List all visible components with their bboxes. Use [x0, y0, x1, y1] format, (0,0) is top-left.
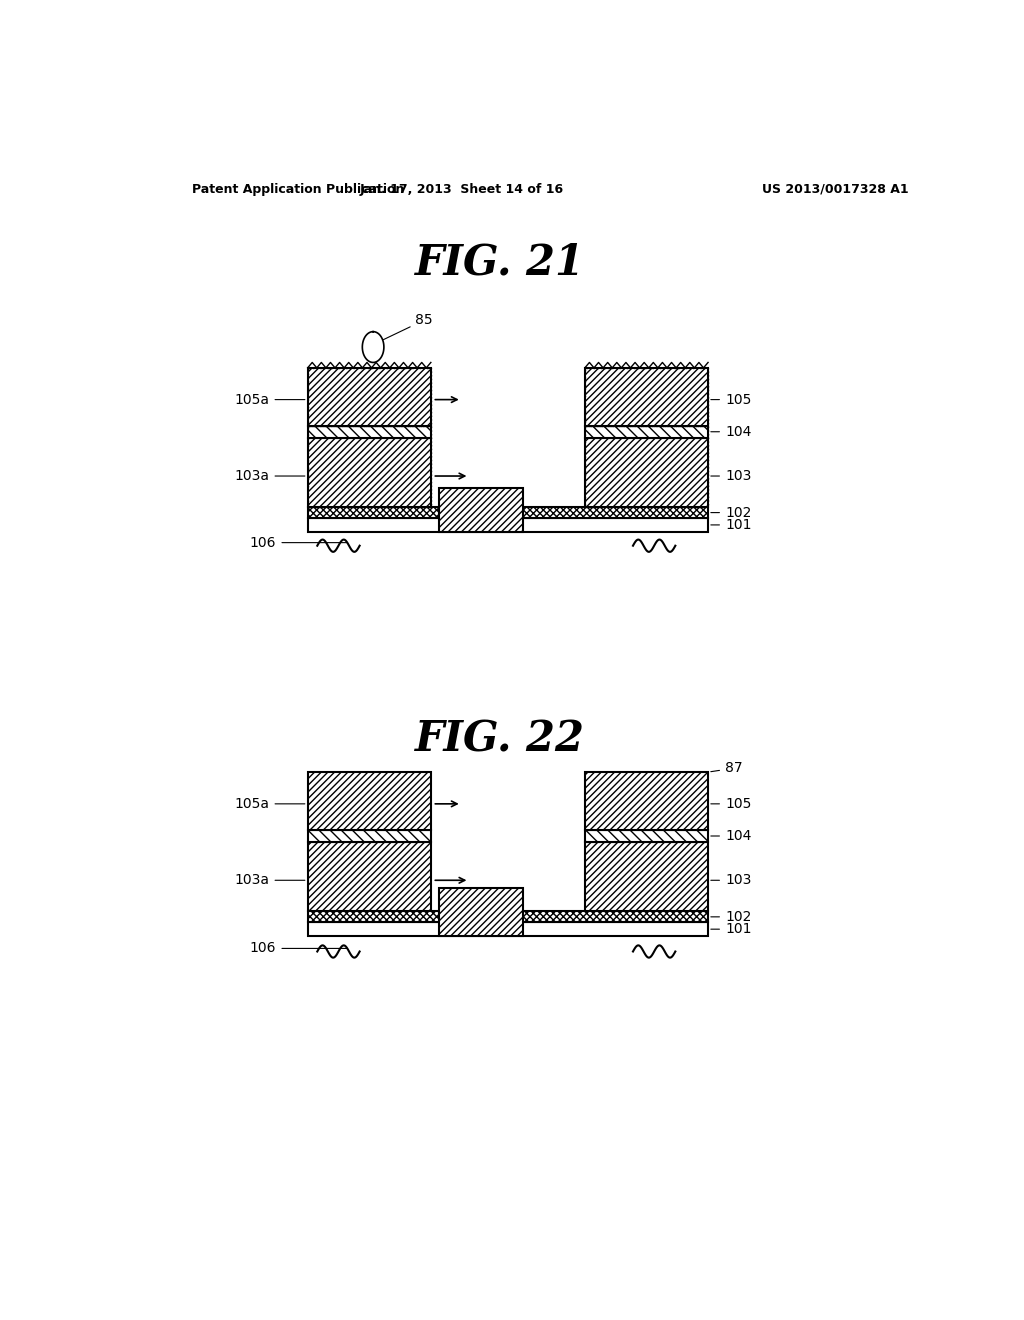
Text: FIG. 22: FIG. 22 — [415, 719, 585, 760]
Bar — [307, 772, 431, 830]
Bar — [307, 425, 431, 507]
Bar — [438, 488, 523, 532]
Text: 101: 101 — [711, 923, 752, 936]
Text: Patent Application Publication: Patent Application Publication — [193, 182, 404, 195]
Text: 103a: 103a — [234, 469, 305, 483]
Bar — [585, 425, 708, 438]
Bar — [307, 368, 431, 425]
Bar — [307, 911, 708, 923]
Bar — [307, 517, 708, 532]
Text: 102: 102 — [711, 506, 752, 520]
Text: 105: 105 — [711, 392, 752, 407]
Text: 105a: 105a — [234, 392, 305, 407]
Bar — [307, 842, 431, 911]
Text: 104: 104 — [711, 829, 752, 843]
Text: Jan. 17, 2013  Sheet 14 of 16: Jan. 17, 2013 Sheet 14 of 16 — [359, 182, 564, 195]
Bar — [585, 830, 708, 842]
Text: FIG. 21: FIG. 21 — [415, 242, 585, 284]
Bar — [585, 425, 708, 507]
Bar — [438, 888, 523, 936]
Bar — [585, 772, 708, 830]
Text: 105a: 105a — [234, 797, 305, 810]
Text: 103: 103 — [711, 874, 752, 887]
Text: 106: 106 — [250, 536, 347, 549]
Bar — [585, 368, 708, 425]
Text: 106: 106 — [250, 941, 347, 956]
Bar — [307, 507, 708, 517]
Text: 105: 105 — [711, 797, 752, 810]
Bar — [307, 923, 708, 936]
Text: US 2013/0017328 A1: US 2013/0017328 A1 — [762, 182, 908, 195]
Text: 103: 103 — [711, 469, 752, 483]
Bar — [307, 830, 431, 842]
Text: 87: 87 — [711, 762, 742, 775]
Text: 102: 102 — [711, 909, 752, 924]
Text: 103a: 103a — [234, 874, 305, 887]
Bar — [585, 438, 708, 507]
Bar — [307, 425, 431, 438]
Text: 101: 101 — [711, 517, 752, 532]
Bar — [585, 368, 708, 425]
Text: 104: 104 — [711, 425, 752, 438]
Bar — [585, 842, 708, 911]
Text: 85: 85 — [383, 313, 433, 339]
Bar — [307, 438, 431, 507]
Bar — [307, 368, 431, 425]
